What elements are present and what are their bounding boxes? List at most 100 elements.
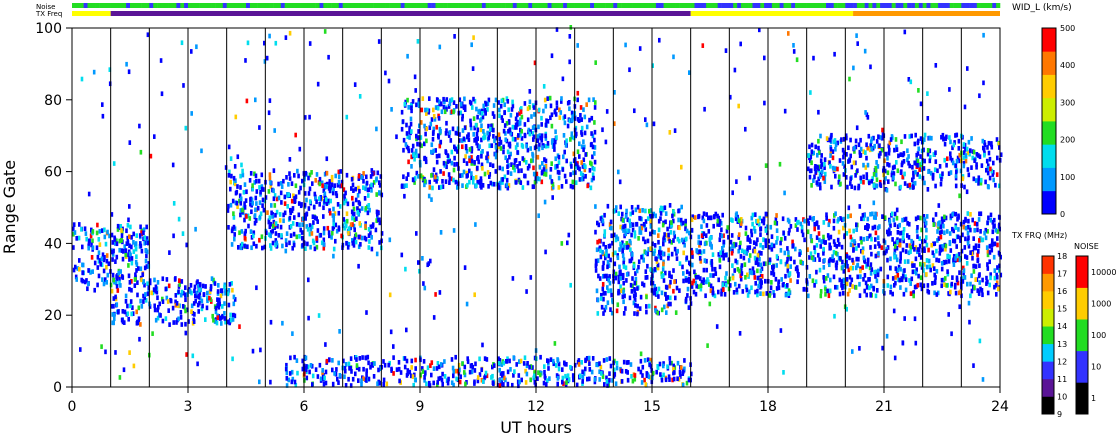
heatmap-cell (338, 204, 342, 209)
heatmap-cell (638, 230, 641, 235)
colorbar-swatch (1042, 162, 1056, 168)
heatmap-cell (870, 146, 873, 152)
heatmap-cell (112, 248, 115, 254)
heatmap-cell (892, 217, 896, 223)
heatmap-cell (336, 182, 340, 188)
noise-strip-segment (957, 3, 962, 8)
heatmap-cell (571, 179, 575, 185)
heatmap-cell (973, 221, 977, 226)
heatmap-cell (958, 257, 962, 263)
heatmap-cell (248, 216, 252, 221)
heatmap-cell (620, 368, 624, 374)
heatmap-cell (127, 69, 131, 75)
heatmap-cell (282, 212, 285, 218)
heatmap-cell (809, 90, 812, 95)
heatmap-cell (865, 155, 868, 161)
heatmap-cell (543, 374, 547, 379)
heatmap-cell (462, 169, 466, 175)
heatmap-cell (811, 278, 815, 284)
heatmap-cell (826, 233, 830, 238)
heatmap-cell (631, 283, 634, 289)
heatmap-cell (663, 304, 666, 310)
heatmap-cell (977, 153, 980, 158)
heatmap-cell (822, 175, 825, 181)
heatmap-cell (687, 276, 691, 282)
heatmap-cell (894, 181, 897, 187)
heatmap-cell (756, 218, 760, 224)
noise-strip-segment (748, 3, 753, 8)
heatmap-cell (263, 244, 267, 250)
heatmap-cell (629, 282, 633, 288)
noise-strip-segment (594, 3, 599, 8)
heatmap-cell (226, 291, 230, 297)
heatmap-cell (949, 151, 952, 157)
heatmap-cell (862, 255, 866, 261)
heatmap-cell (310, 231, 314, 236)
heatmap-cell (428, 380, 431, 386)
heatmap-cell (813, 166, 817, 171)
heatmap-cell (243, 182, 247, 187)
heatmap-cell (602, 274, 605, 279)
heatmap-cell (854, 138, 858, 144)
heatmap-cells (72, 25, 1003, 389)
heatmap-cell (276, 224, 279, 229)
heatmap-cell (220, 291, 224, 296)
heatmap-cell (569, 282, 572, 288)
heatmap-cell (658, 246, 662, 251)
heatmap-cell (337, 174, 341, 180)
heatmap-cell (520, 128, 523, 134)
heatmap-cell (240, 162, 243, 168)
heatmap-cell (614, 271, 618, 277)
heatmap-cell (382, 377, 386, 383)
heatmap-cell (305, 197, 308, 203)
heatmap-cell (633, 108, 636, 114)
heatmap-cell (407, 148, 411, 154)
noise-strip-segment (930, 3, 935, 8)
heatmap-cell (423, 141, 426, 147)
heatmap-cell (476, 143, 480, 148)
noise-strip-segment (849, 3, 854, 8)
heatmap-cell (616, 236, 620, 242)
heatmap-cell (350, 209, 354, 215)
heatmap-cell (901, 340, 905, 346)
heatmap-cell (981, 138, 985, 144)
heatmap-cell (517, 133, 520, 138)
heatmap-cell (540, 115, 543, 121)
heatmap-cell (349, 225, 352, 231)
heatmap-cell (893, 222, 897, 228)
heatmap-cell (895, 257, 899, 263)
heatmap-cell (751, 266, 755, 272)
heatmap-cell (979, 211, 983, 217)
heatmap-cell (632, 300, 636, 306)
heatmap-cell (441, 179, 444, 184)
heatmap-cell (537, 146, 541, 152)
heatmap-cell (250, 209, 253, 215)
heatmap-cell (681, 264, 684, 270)
heatmap-cell (626, 377, 630, 383)
heatmap-cell (972, 236, 975, 241)
heatmap-cell (313, 191, 317, 197)
heatmap-cell (864, 110, 867, 115)
heatmap-cell (328, 181, 331, 187)
heatmap-cell (134, 272, 137, 278)
heatmap-cell (709, 283, 713, 289)
heatmap-cell (280, 200, 283, 205)
heatmap-cell (961, 232, 964, 238)
heatmap-cell (415, 231, 418, 236)
heatmap-cell (531, 365, 534, 370)
heatmap-cell (296, 168, 299, 174)
heatmap-cell (639, 294, 643, 300)
heatmap-cell (993, 268, 997, 273)
heatmap-cell (446, 153, 450, 158)
heatmap-cell (181, 231, 185, 236)
heatmap-cell (519, 180, 523, 185)
heatmap-cell (832, 225, 836, 231)
heatmap-cell (648, 362, 652, 368)
heatmap-cell (428, 125, 432, 130)
heatmap-cell (954, 183, 958, 189)
heatmap-cell (315, 199, 318, 205)
heatmap-cell (963, 245, 967, 250)
noise-strip-segment (106, 3, 111, 8)
noise-strip-segment (539, 3, 545, 8)
heatmap-cell (957, 290, 961, 296)
